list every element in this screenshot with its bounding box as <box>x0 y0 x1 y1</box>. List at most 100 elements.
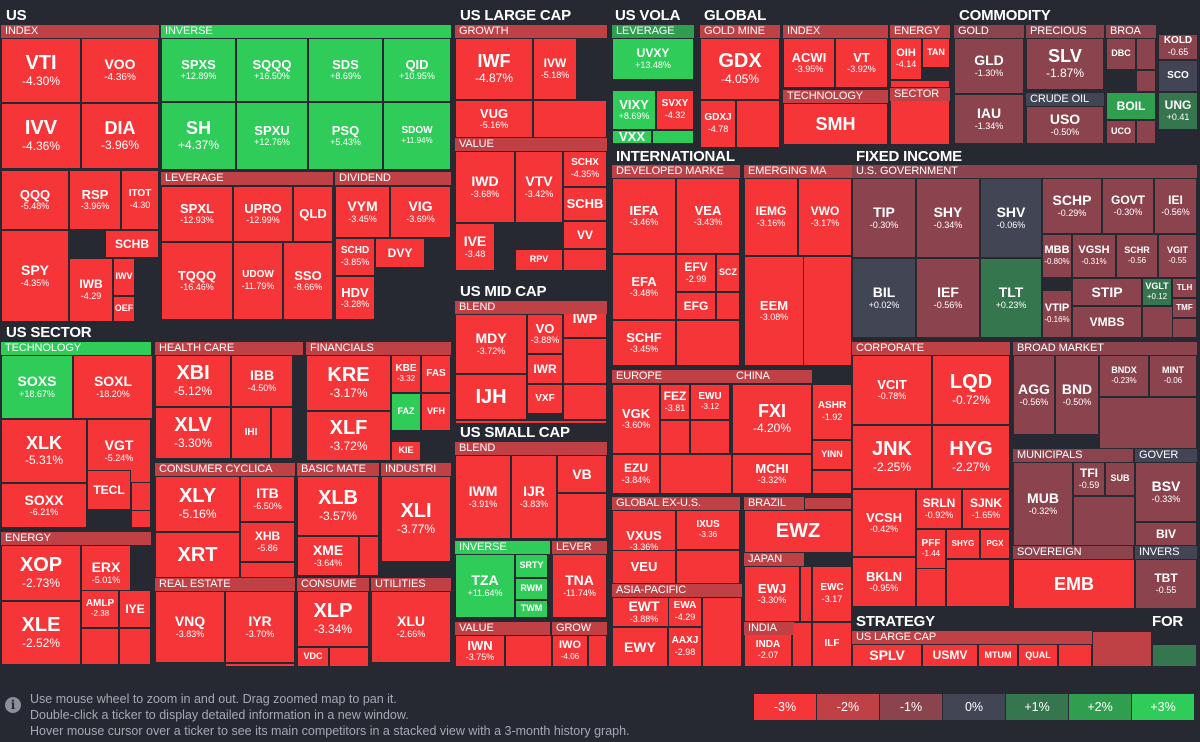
ticker-cell-small[interactable] <box>359 536 379 576</box>
ticker-tile[interactable]: VYM -3.45% <box>335 186 390 238</box>
ticker-cell-small[interactable] <box>505 635 552 667</box>
ticker-tile[interactable]: VGSH -0.31% <box>1072 234 1116 278</box>
ticker-cell-small[interactable] <box>455 420 607 424</box>
ticker-tile[interactable]: GOVT -0.30% <box>1102 178 1154 234</box>
ticker-tile[interactable]: HYG -2.27% <box>932 425 1010 489</box>
ticker-cell-small[interactable] <box>81 628 119 665</box>
ticker-tile[interactable]: UCO <box>1106 120 1136 144</box>
ticker-tile[interactable]: SRLN -0.92% <box>916 489 962 529</box>
ticker-tile[interactable]: VFH <box>421 393 451 431</box>
ticker-tile[interactable]: RWM <box>515 578 548 600</box>
ticker-tile[interactable]: BIV <box>1135 522 1197 546</box>
ticker-tile[interactable]: FEZ -3.81 <box>660 384 690 420</box>
ticker-tile[interactable]: ASHR -1.92 <box>812 384 852 440</box>
ticker-tile[interactable]: SPXL -12.93% <box>161 186 233 242</box>
ticker-tile[interactable]: UPRO -12.99% <box>233 186 293 242</box>
ticker-tile[interactable]: EWT -3.88% <box>612 597 676 627</box>
ticker-tile[interactable]: IEMG -3.16% <box>744 178 798 256</box>
ticker-cell-small[interactable] <box>240 562 295 578</box>
ticker-tile[interactable]: TMF <box>1172 298 1197 318</box>
ticker-tile[interactable]: SHYG <box>946 529 980 559</box>
ticker-tile[interactable]: TBT -0.55 <box>1135 559 1197 609</box>
ticker-tile[interactable]: USO -0.50% <box>1026 106 1104 144</box>
ticker-tile[interactable]: SCHB <box>105 230 159 258</box>
ticker-tile[interactable]: SMH <box>783 103 888 145</box>
ticker-tile[interactable]: IYE <box>119 590 151 628</box>
ticker-tile[interactable]: IEFA -3.46% <box>612 178 676 254</box>
ticker-cell-small[interactable] <box>557 493 607 539</box>
ticker-tile[interactable]: STIP <box>1072 278 1142 306</box>
ticker-tile[interactable]: SPXU +12.76% <box>236 102 308 170</box>
ticker-tile[interactable]: ACWI -3.95% <box>783 38 835 88</box>
ticker-cell-small[interactable] <box>800 566 812 622</box>
ticker-cell-small[interactable] <box>890 80 950 88</box>
ticker-cell-small[interactable] <box>690 420 730 454</box>
ticker-cell-small[interactable] <box>660 420 690 454</box>
ticker-tile[interactable]: VV <box>563 221 607 249</box>
ticker-tile[interactable]: GDXJ -4.78 <box>700 100 736 148</box>
ticker-tile[interactable]: DBC <box>1106 38 1136 70</box>
ticker-cell-small[interactable] <box>716 292 740 320</box>
ticker-tile[interactable]: UNG +0.41 <box>1158 92 1198 130</box>
ticker-tile[interactable]: VUG -5.16% <box>455 100 533 138</box>
ticker-tile[interactable]: IWD -3.68% <box>455 151 515 223</box>
ticker-tile[interactable]: VTIP -0.16% <box>1042 290 1072 338</box>
ticker-tile[interactable]: KOLD -0.65 <box>1158 34 1198 60</box>
ticker-tile[interactable]: SOXS +18.67% <box>1 355 73 419</box>
ticker-tile[interactable]: EWZ <box>744 510 852 553</box>
ticker-tile[interactable]: VCSH -0.42% <box>852 489 916 557</box>
ticker-tile[interactable]: XOP -2.73% <box>1 545 81 601</box>
ticker-tile[interactable]: VIG -3.69% <box>390 186 451 238</box>
ticker-tile[interactable]: INDA -2.07 <box>744 634 792 667</box>
ticker-tile[interactable]: RSP -3.96% <box>69 170 121 230</box>
ticker-cell-small[interactable] <box>798 256 852 366</box>
ticker-cell-small[interactable] <box>804 497 852 510</box>
ticker-tile[interactable]: VEU <box>612 550 676 584</box>
ticker-tile[interactable]: GDX -4.05% <box>700 38 780 100</box>
ticker-cell-small[interactable] <box>563 384 607 420</box>
ticker-tile[interactable]: IEF -0.56% <box>916 258 980 338</box>
ticker-cell-small[interactable] <box>1073 496 1135 546</box>
ticker-tile[interactable]: LQD -0.72% <box>932 355 1010 425</box>
ticker-tile[interactable]: SOXL -18.20% <box>73 355 153 419</box>
ticker-tile[interactable]: IVW -5.18% <box>533 38 577 100</box>
ticker-tile[interactable]: BOIL <box>1106 92 1156 120</box>
ticker-tile[interactable]: VO -3.88% <box>527 314 563 354</box>
ticker-tile[interactable]: YINN <box>812 440 852 470</box>
ticker-tile[interactable]: SCZ <box>716 254 740 292</box>
ticker-tile[interactable]: XLI -3.77% <box>381 476 451 562</box>
ticker-tile[interactable]: BNDX -0.23% <box>1099 355 1149 397</box>
ticker-tile[interactable]: VTI -4.30% <box>1 38 81 103</box>
ticker-tile[interactable]: VWO -3.17% <box>798 178 852 256</box>
ticker-tile[interactable]: ITOT -4.30 <box>121 170 159 230</box>
ticker-tile[interactable]: MCHI -3.32% <box>732 454 812 494</box>
ticker-tile[interactable]: IBB -4.50% <box>231 355 293 407</box>
ticker-tile[interactable]: EWC -3.17 <box>812 566 852 622</box>
ticker-tile[interactable]: XHB -5.86 <box>240 522 295 562</box>
ticker-tile[interactable]: MBB -0.80% <box>1042 234 1072 278</box>
ticker-tile[interactable]: BSV -0.33% <box>1135 462 1197 522</box>
ticker-tile[interactable]: EZU -3.84% <box>612 454 660 494</box>
ticker-tile[interactable]: EFG <box>676 292 716 320</box>
ticker-cell-small[interactable] <box>563 249 607 271</box>
ticker-tile[interactable]: SCO <box>1158 60 1198 92</box>
ticker-tile[interactable]: SRTY <box>515 554 548 578</box>
ticker-tile[interactable]: SLV -1.87% <box>1026 38 1104 90</box>
ticker-tile[interactable]: SDS +8.69% <box>308 38 383 102</box>
ticker-tile[interactable]: VTV -3.42% <box>515 151 563 223</box>
ticker-tile[interactable]: TFI -0.59 <box>1073 462 1105 496</box>
ticker-tile[interactable]: ITB -6.50% <box>240 476 295 522</box>
ticker-tile[interactable]: XBI -5.12% <box>155 355 231 407</box>
ticker-tile[interactable]: BIL +0.02% <box>852 258 916 338</box>
ticker-cell-small[interactable] <box>676 320 740 366</box>
ticker-tile[interactable]: SQQQ +16.50% <box>236 38 308 102</box>
ticker-tile[interactable]: XRT <box>155 532 240 578</box>
ticker-tile[interactable]: OIH -4.14 <box>890 38 922 80</box>
ticker-tile[interactable]: IJH <box>455 374 527 420</box>
ticker-tile[interactable]: EWU -3.12 <box>690 384 730 420</box>
ticker-tile[interactable]: VT -3.92% <box>835 38 888 88</box>
ticker-tile[interactable]: XLE -2.52% <box>1 601 81 665</box>
ticker-tile[interactable]: SUB <box>1105 462 1135 496</box>
ticker-cell-small[interactable] <box>225 663 295 667</box>
ticker-tile[interactable]: XLF -3.72% <box>306 411 391 461</box>
